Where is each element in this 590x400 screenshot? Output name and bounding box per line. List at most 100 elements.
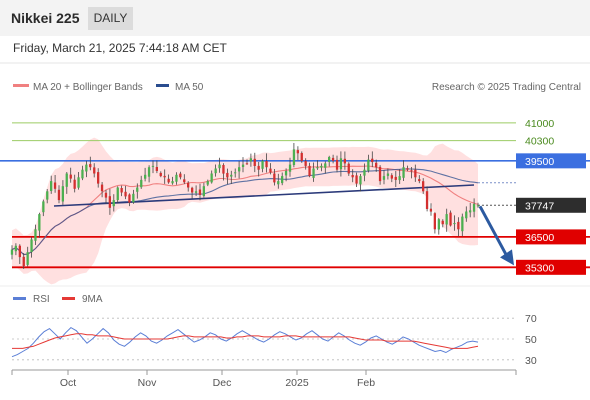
target-level-label: 40300 <box>525 136 554 148</box>
candle-body <box>147 167 151 177</box>
candle-body <box>328 157 331 162</box>
candle-body <box>26 252 29 265</box>
candle-body <box>136 187 139 192</box>
candle-body <box>394 176 397 180</box>
candle-body <box>100 184 104 192</box>
research-credit: Research © 2025 Trading Central <box>432 82 581 93</box>
last-price-level-label: 37747 <box>525 200 554 212</box>
candle-body <box>343 158 346 164</box>
candle-body <box>144 174 147 179</box>
rsi-ma-legend-label: 9MA <box>82 294 103 305</box>
candle-body <box>402 167 405 178</box>
timeframe-button[interactable]: DAILY <box>88 7 133 30</box>
candle-body <box>50 181 53 191</box>
candle-body <box>183 179 186 183</box>
rsi-line <box>11 326 479 358</box>
ma50-legend-swatch <box>156 84 169 87</box>
candle-body <box>124 191 127 197</box>
rsi-group: 30 50 70 <box>11 313 537 367</box>
support-level-badge <box>516 259 586 275</box>
chart-datetime: Friday, March 21, 2025 7:44:18 AM CET <box>13 41 227 55</box>
candle-body <box>433 213 436 230</box>
candle-body <box>296 150 299 154</box>
candle-body <box>441 220 444 225</box>
trendline-group <box>53 184 475 207</box>
candle-body <box>97 172 100 184</box>
candle-body <box>284 171 288 176</box>
candle-body <box>42 201 45 213</box>
candle-body <box>191 187 194 193</box>
candle-body <box>453 223 456 225</box>
candle-body <box>378 166 382 182</box>
candle-body <box>257 165 260 170</box>
candle-body <box>214 168 217 174</box>
trendline <box>53 184 475 207</box>
support-level-badge <box>516 229 586 245</box>
candle-body <box>85 164 88 172</box>
candle-body <box>414 169 417 178</box>
candle-body <box>65 173 68 187</box>
candle-body <box>253 158 256 166</box>
candle-body <box>194 191 198 193</box>
candle-body <box>128 194 131 203</box>
rsi-legend-label: RSI <box>33 294 50 305</box>
candle-body <box>179 173 182 178</box>
candle-body <box>312 168 315 178</box>
candle-body <box>300 153 303 161</box>
candle-body <box>425 191 429 209</box>
candle-body <box>18 245 21 258</box>
candle-body <box>261 160 264 169</box>
candle-body <box>418 179 421 182</box>
candle-body <box>57 189 61 201</box>
candle-body <box>77 177 80 188</box>
candle-body <box>398 176 401 181</box>
chart-title: Nikkei 225 <box>11 10 80 26</box>
time-tick-label: Dec <box>213 377 232 389</box>
candle-body <box>445 214 448 225</box>
ma50-line <box>11 168 479 256</box>
candle-body <box>187 182 190 188</box>
time-tick-label: Nov <box>138 377 157 389</box>
candle-body <box>140 179 143 188</box>
candle-body <box>355 175 358 184</box>
candle-body <box>331 157 335 161</box>
resistance-level-badge <box>516 153 586 169</box>
candle-body <box>457 221 460 230</box>
rsi-ma-legend-swatch <box>62 297 75 300</box>
resistance-level-label: 39500 <box>525 156 554 168</box>
candle-body <box>277 181 280 185</box>
candle-body <box>320 165 323 168</box>
projection-arrow-shaft <box>478 205 509 258</box>
candle-body <box>382 176 386 180</box>
support-level-label: 35300 <box>525 262 554 274</box>
candle-body <box>273 173 276 183</box>
candle-body <box>406 168 409 170</box>
level-labels-group: 41000 40300 39500 37747 36500 35300 <box>516 118 586 275</box>
rsi-tick-label: 70 <box>525 313 537 325</box>
candle-body <box>46 191 49 200</box>
candle-body <box>81 169 84 179</box>
time-tick-label: Oct <box>60 377 76 389</box>
candle-body <box>386 173 390 176</box>
candle-body <box>281 176 284 184</box>
candle-body <box>304 160 307 166</box>
candle-body <box>390 175 393 179</box>
candle-body <box>108 196 111 208</box>
candle-body <box>324 163 327 168</box>
candle-body <box>222 165 225 174</box>
candle-body <box>202 186 205 196</box>
candle-body <box>241 164 245 167</box>
target-level-label: 41000 <box>525 118 554 130</box>
rsi-legend-swatch <box>13 297 26 300</box>
candle-body <box>151 165 155 167</box>
candle-body <box>218 164 221 169</box>
candle-body <box>120 188 123 193</box>
candle-body <box>265 161 268 168</box>
candle-body <box>461 216 464 232</box>
candle-body <box>422 181 425 192</box>
candle-body <box>449 212 452 226</box>
candle-body <box>292 149 296 165</box>
candle-body <box>14 245 17 252</box>
candle-body <box>476 205 480 207</box>
candle-body <box>410 170 413 172</box>
